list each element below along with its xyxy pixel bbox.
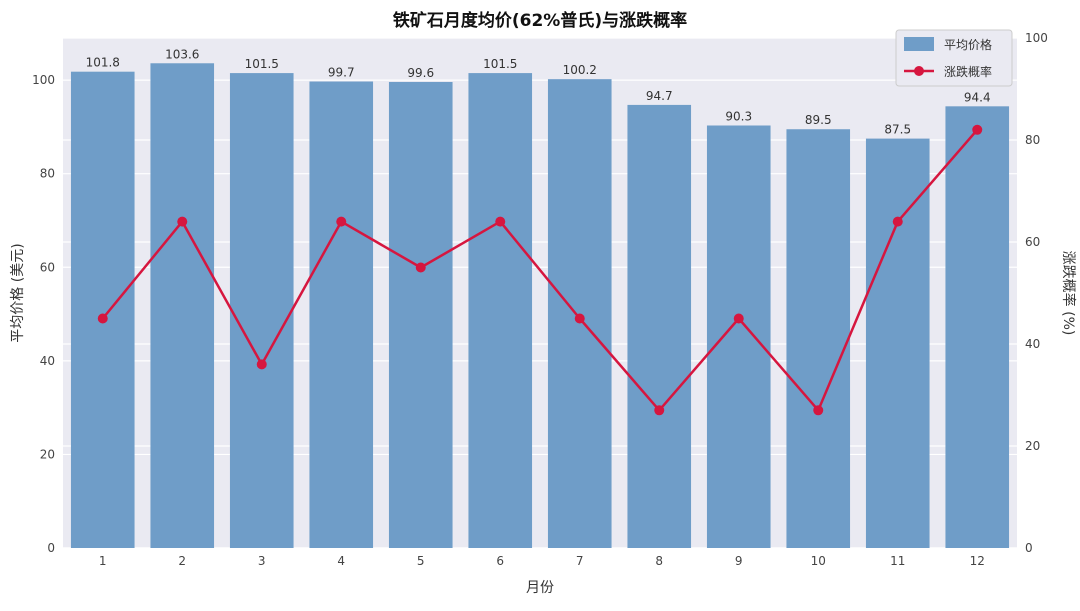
probability-point [733, 313, 744, 324]
legend-line-marker [914, 66, 924, 76]
probability-point [495, 216, 506, 227]
probability-point [972, 124, 983, 135]
bars-layer [70, 63, 1010, 549]
grid-layer [63, 37, 1017, 549]
bar-value-label: 99.7 [328, 66, 355, 80]
y-tick-label: 40 [40, 354, 55, 368]
bar-labels-layer: 101.8 103.6 101.5 99.7 99.6 101.5 100.2 94.7 90.… [86, 47, 991, 136]
bar-value-label: 103.6 [165, 47, 199, 61]
x-tick-label: 4 [337, 554, 345, 568]
y-tick-label: 0 [47, 541, 55, 555]
bar-value-label: 100.2 [563, 63, 597, 77]
x-tick-label: 10 [811, 554, 826, 568]
y-tick-label: 80 [40, 167, 55, 181]
y2-tick-label: 60 [1025, 235, 1040, 249]
probability-line [101, 128, 979, 412]
bar [70, 71, 135, 548]
bar-value-label: 101.8 [86, 56, 120, 70]
y2-tick-label: 80 [1025, 133, 1040, 147]
probability-point [336, 216, 347, 227]
bar [388, 81, 453, 548]
legend-bar-label: 平均价格 [944, 37, 992, 52]
y2-tick-label: 40 [1025, 337, 1040, 351]
probability-point [654, 405, 665, 416]
x-tick-label: 5 [417, 554, 425, 568]
bar-value-label: 94.4 [964, 90, 991, 104]
y-tick-label: 20 [40, 447, 55, 461]
bar-value-label: 89.5 [805, 113, 832, 127]
line-layer [97, 124, 983, 416]
x-axis-label: 月份 [526, 580, 554, 596]
x-tick-label: 12 [970, 554, 985, 568]
bar-value-label: 94.7 [646, 89, 673, 103]
bar [945, 106, 1010, 549]
probability-point [574, 313, 585, 324]
bar [786, 129, 851, 548]
probability-point [177, 216, 188, 227]
probability-point [415, 262, 426, 273]
probability-point [892, 216, 903, 227]
y2-tick-label: 20 [1025, 439, 1040, 453]
bar-value-label: 87.5 [884, 123, 911, 137]
legend-line-label: 涨跌概率 [944, 64, 992, 79]
probability-point [813, 405, 824, 416]
legend: 平均价格 涨跌概率 [895, 29, 1013, 87]
y2-tick-label: 100 [1025, 31, 1048, 45]
bar [865, 138, 930, 549]
bar [468, 73, 533, 549]
bar [309, 81, 374, 548]
x-tick-label: 9 [735, 554, 743, 568]
y2-axis-label: 涨跌概率 (%) [1060, 251, 1077, 336]
bar [627, 104, 692, 548]
x-tick-label: 8 [655, 554, 663, 568]
bar [706, 125, 771, 548]
bar-value-label: 90.3 [725, 109, 752, 123]
legend-bar-swatch [904, 37, 934, 51]
x-tick-label: 11 [890, 554, 905, 568]
probability-point [97, 313, 108, 324]
y-tick-label: 60 [40, 260, 55, 274]
bar-value-label: 99.6 [407, 66, 434, 80]
x-tick-label: 6 [496, 554, 504, 568]
x-tick-label: 2 [178, 554, 186, 568]
bar-value-label: 101.5 [245, 57, 279, 71]
x-tick-label: 3 [258, 554, 266, 568]
bar-value-label: 101.5 [483, 57, 517, 71]
chart-title: 铁矿石月度均价(62%普氏)与涨跌概率 [393, 10, 687, 31]
bar [229, 73, 294, 549]
y2-tick-label: 0 [1025, 541, 1033, 555]
probability-point [256, 359, 267, 370]
y-axis-label: 平均价格 (美元) [10, 243, 26, 342]
bar [150, 63, 215, 549]
x-tick-label: 1 [99, 554, 107, 568]
y-tick-label: 100 [32, 73, 55, 87]
x-tick-label: 7 [576, 554, 584, 568]
